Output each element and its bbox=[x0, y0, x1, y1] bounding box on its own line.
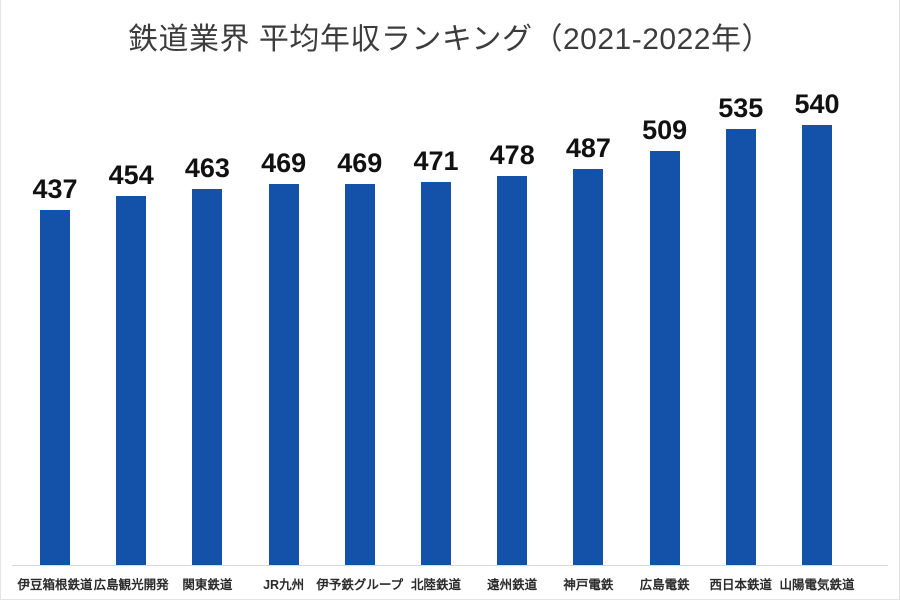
category-label: JR九州 bbox=[263, 578, 305, 592]
bar-value-label: 437 bbox=[32, 174, 78, 204]
bar[interactable] bbox=[802, 125, 832, 566]
plot-area: 437 454 463 469 469 471 478 487 509 535 540 bbox=[0, 70, 900, 566]
bar[interactable] bbox=[192, 188, 223, 566]
category-axis: 伊豆箱根鉄道 広島観光開発 関東鉄道 JR九州 伊予鉄グループ 北陸鉄道 遠州鉄道 神戸電鉄 広… bbox=[0, 566, 900, 600]
bar[interactable] bbox=[497, 176, 528, 566]
bar-slot: 487 bbox=[550, 70, 626, 566]
bar-value-label: 509 bbox=[642, 114, 688, 145]
bar-value-label: 471 bbox=[413, 145, 459, 176]
bar-slot: 535 bbox=[703, 70, 779, 566]
bar-value-label: 535 bbox=[718, 93, 764, 124]
category-label: 西日本鉄道 bbox=[709, 578, 773, 592]
x-axis-line bbox=[12, 565, 888, 566]
category-label: 伊予鉄グループ bbox=[316, 578, 404, 592]
bar-slot: 437 bbox=[17, 70, 93, 566]
bar-slot: 540 bbox=[779, 70, 855, 566]
bar[interactable] bbox=[40, 210, 70, 566]
bar-value-label: 487 bbox=[565, 132, 611, 163]
bar-value-label: 463 bbox=[184, 152, 230, 183]
bar-value-label: 469 bbox=[337, 147, 383, 178]
category-label: 山陽電気鉄道 bbox=[779, 578, 855, 592]
bar[interactable] bbox=[421, 181, 451, 566]
bar[interactable] bbox=[573, 168, 604, 566]
bar-value-label: 454 bbox=[108, 159, 154, 190]
chart-title: 鉄道業界 平均年収ランキング（2021-2022年） bbox=[128, 23, 772, 56]
bar[interactable] bbox=[268, 183, 299, 566]
category-label: 広島観光開発 bbox=[93, 578, 169, 592]
bar-slot: 454 bbox=[93, 70, 169, 566]
category-label: 関東鉄道 bbox=[182, 578, 233, 592]
bar[interactable] bbox=[725, 129, 756, 566]
bar-value-label: 469 bbox=[261, 147, 307, 178]
bar-slot: 469 bbox=[246, 70, 322, 566]
bar-slot: 478 bbox=[474, 70, 550, 566]
bar-slot: 469 bbox=[322, 70, 398, 566]
bar[interactable] bbox=[344, 183, 375, 566]
bar[interactable] bbox=[116, 195, 147, 566]
bar-slot: 463 bbox=[169, 70, 245, 566]
category-label: 神戸電鉄 bbox=[563, 578, 614, 592]
bar-value-label: 478 bbox=[489, 140, 535, 171]
category-label: 遠州鉄道 bbox=[487, 578, 538, 592]
category-label: 伊豆箱根鉄道 bbox=[17, 578, 93, 592]
category-label: 広島電鉄 bbox=[639, 578, 690, 592]
bar-slot: 509 bbox=[627, 70, 703, 566]
category-label: 北陸鉄道 bbox=[410, 578, 462, 592]
bar[interactable] bbox=[649, 150, 680, 566]
bar-slot: 471 bbox=[398, 70, 474, 566]
bar-value-label: 540 bbox=[794, 89, 840, 119]
